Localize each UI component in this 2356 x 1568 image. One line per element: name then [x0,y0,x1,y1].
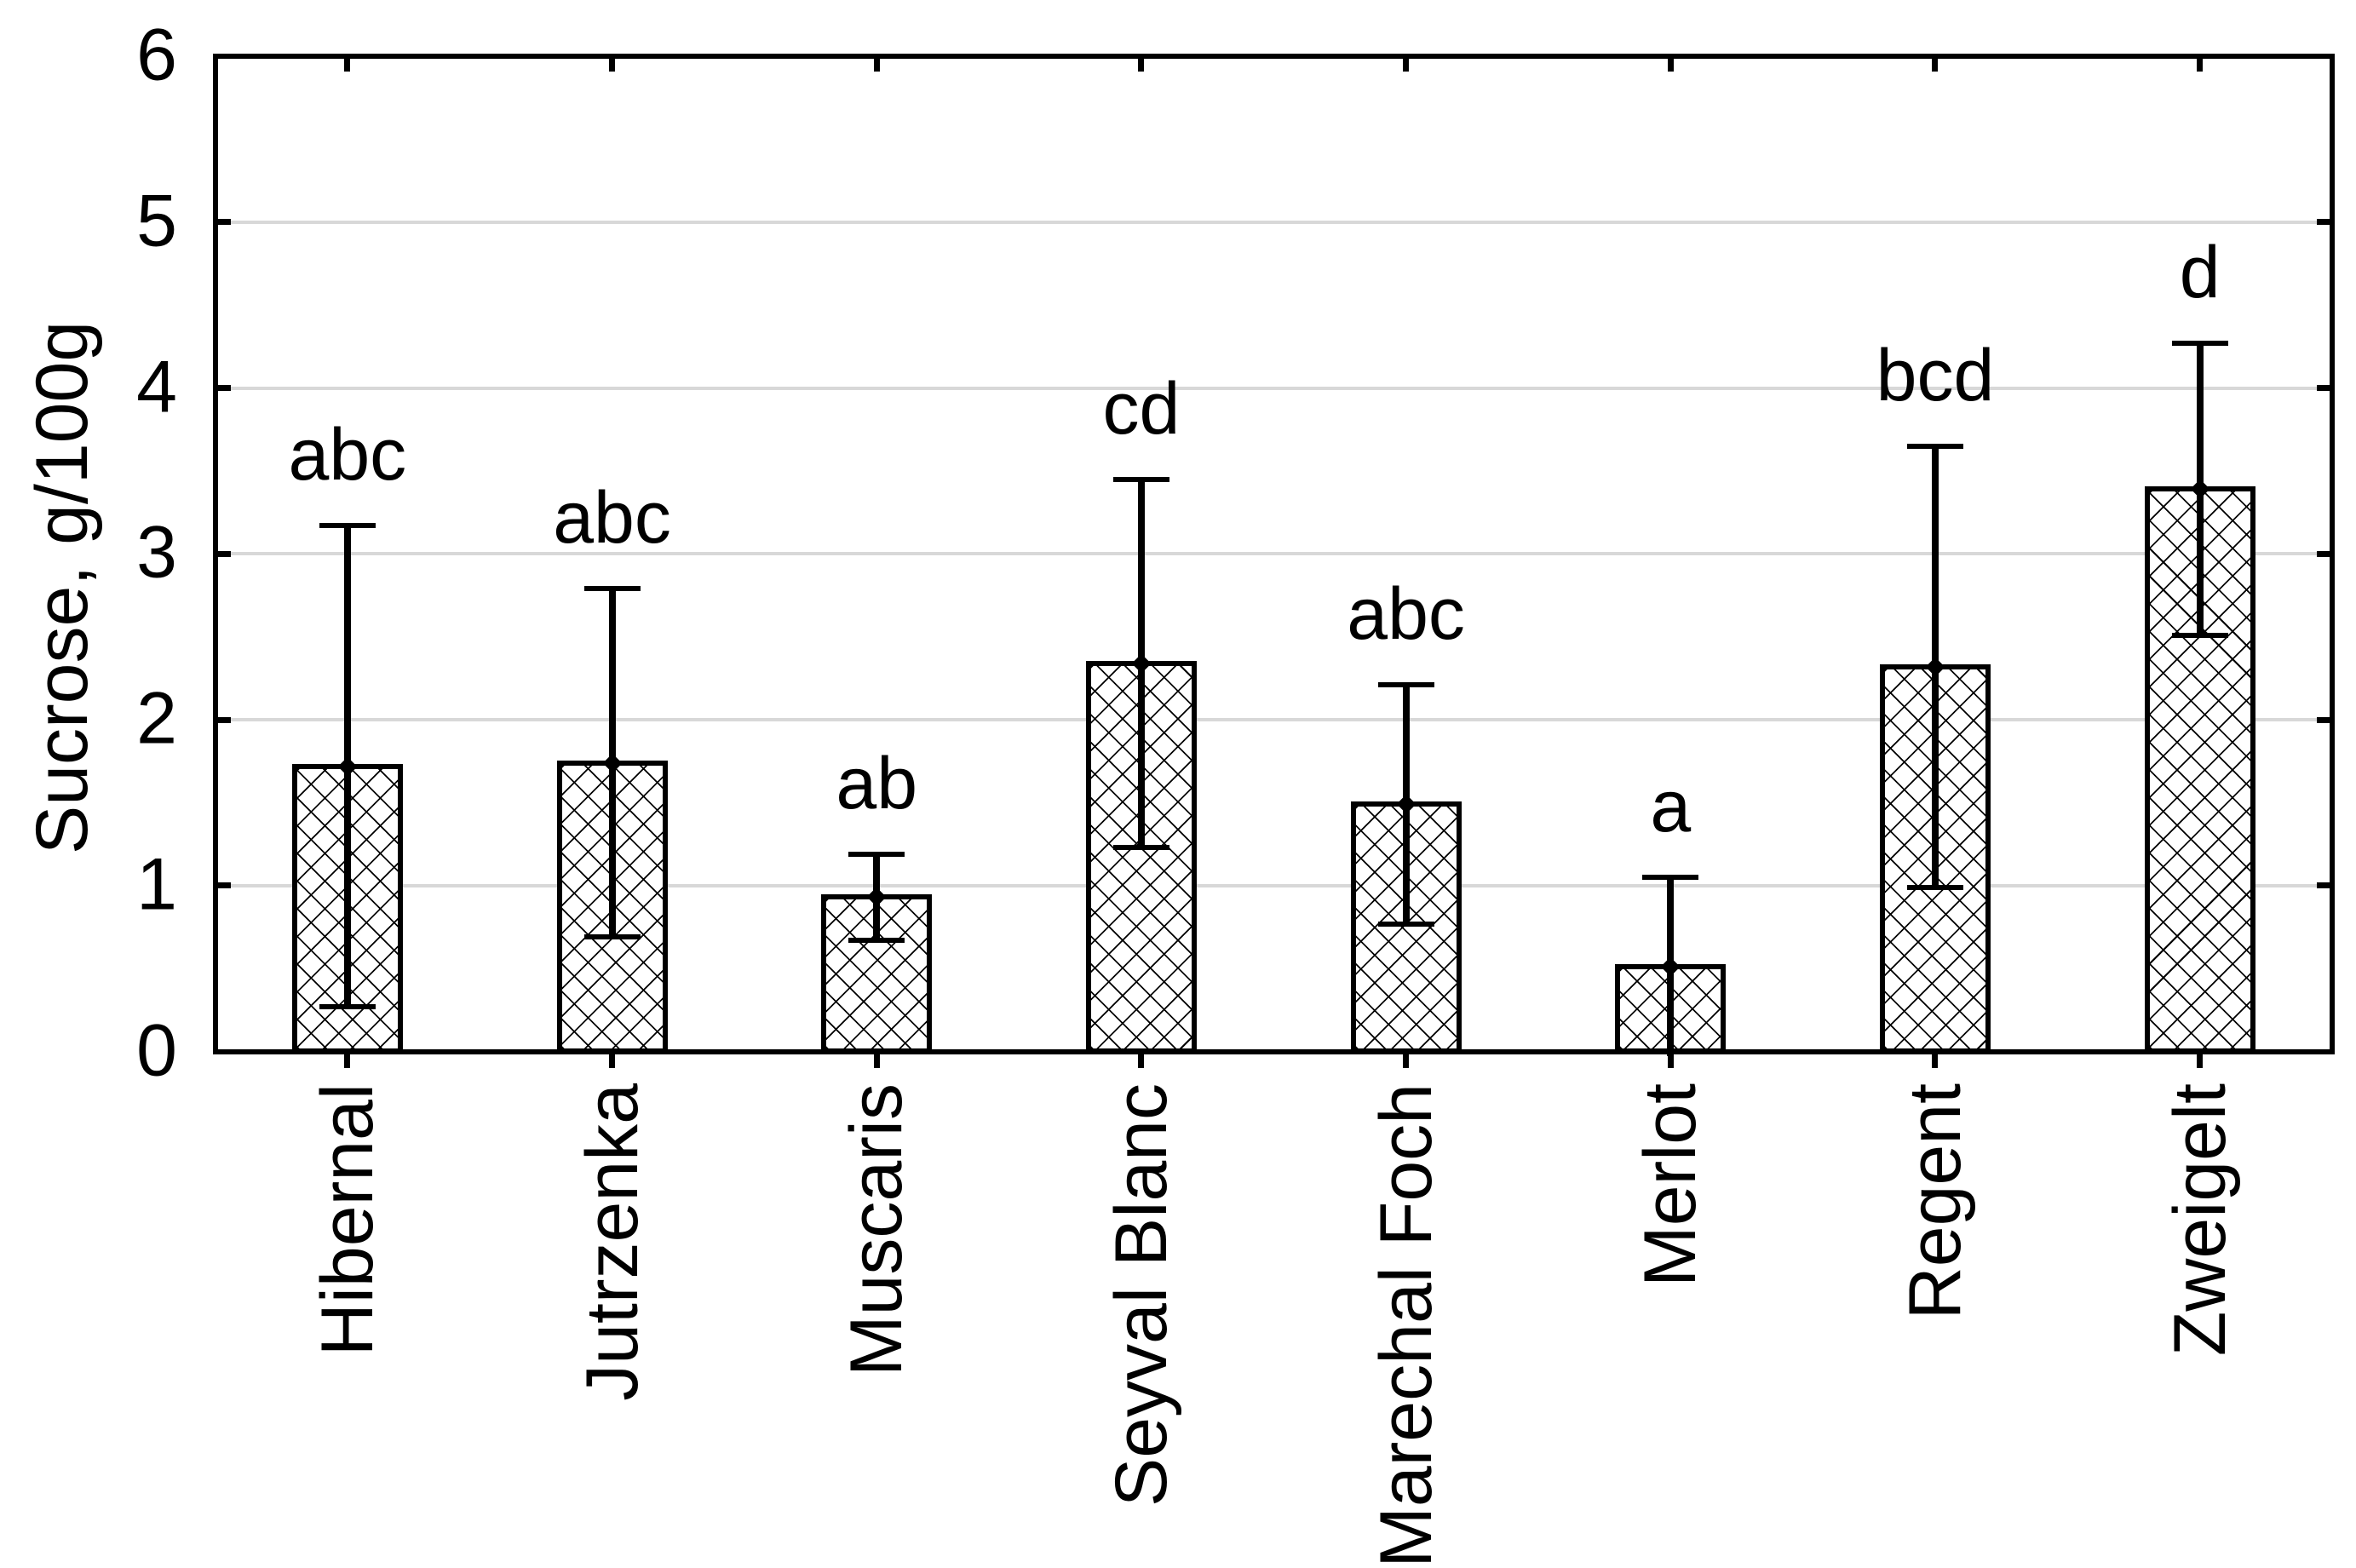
y-tick [217,550,231,557]
x-category-tick [1138,1054,1145,1068]
x-category-tick [609,1054,616,1068]
x-tick-label-regent: Regent [1893,1083,1976,1320]
y-tick [217,716,231,723]
error-bar-lower-cap [1112,844,1169,850]
y-tick-label: 5 [136,180,177,262]
gridline-y3 [217,552,2330,556]
x-tick-label-hibernal: Hibernal [306,1083,388,1357]
gridline-y2 [217,718,2330,721]
x-tick-label-merlot: Merlot [1629,1083,1712,1287]
error-bar-lower-cap [2171,632,2228,638]
x-tick-label-jutrzenka: Jutrzenka [571,1083,653,1401]
error-bar-upper-cap [848,851,905,857]
error-bar-upper-cap [1112,476,1169,482]
x-category-tick [1667,1054,1674,1068]
x-category-tick [2197,1054,2204,1068]
right-axis-line [2330,54,2335,1054]
significance-letter: abc [553,477,671,560]
significance-letter: cd [1102,367,1181,450]
significance-letter: ab [836,742,918,824]
top-category-tick [1932,59,1939,72]
x-category-tick [1932,1054,1939,1068]
y-tick [217,219,231,226]
y-tick-label: 3 [136,511,177,594]
y-axis-line [212,54,218,1054]
x-category-tick [1403,1054,1410,1068]
top-category-tick [873,59,880,72]
y-tick-label: 2 [136,677,177,760]
gridline-y5 [217,220,2330,224]
error-bar-upper-cap [2171,340,2228,346]
top-category-tick [1403,59,1410,72]
significance-letter: a [1650,766,1692,847]
error-bar-upper-cap [319,523,376,529]
y-tick-label: 1 [136,843,177,926]
error-bar-upper-cap [1642,875,1699,880]
error-bar-upper-cap [583,586,641,592]
x-category-tick [873,1054,880,1068]
error-bar-lower-cap [583,934,641,940]
x-axis-line [212,1048,2335,1054]
error-bar-lower-cap [1906,884,1963,890]
right-tick [2317,385,2330,391]
significance-letter: abc [288,414,407,497]
y-tick-label: 4 [136,345,177,428]
right-tick [2317,882,2330,889]
error-bar-upper-cap [1377,682,1434,688]
top-category-tick [1667,59,1674,72]
y-tick [217,385,231,391]
gridline-y4 [217,386,2330,390]
y-tick-label: 0 [136,1008,177,1091]
significance-letter: bcd [1876,334,1995,416]
top-category-tick [1138,59,1145,72]
error-bar-lower-cap [1377,921,1434,927]
x-category-tick [344,1054,351,1068]
top-category-tick [2197,59,2204,72]
right-tick [2317,219,2330,226]
gridline-y1 [217,883,2330,887]
top-axis-line [212,54,2335,59]
right-tick [2317,716,2330,723]
y-tick [217,882,231,889]
error-bar-lower-cap [319,1003,376,1009]
right-tick [2317,550,2330,557]
top-category-tick [609,59,616,72]
y-tick-label: 6 [136,14,177,96]
significance-letter: d [2179,231,2221,313]
x-tick-label-seyval-blanc: Seyval Blanc [1100,1083,1182,1508]
x-tick-label-muscaris: Muscaris [836,1083,918,1377]
error-bar-upper-cap [1906,443,1963,449]
significance-letter: abc [1347,573,1465,656]
top-category-tick [344,59,351,72]
error-bar-lower-cap [848,938,905,944]
x-tick-label-marechal-foch: Marechal Foch [1365,1083,1447,1568]
x-tick-label-zweigelt: Zweigelt [2158,1083,2241,1357]
